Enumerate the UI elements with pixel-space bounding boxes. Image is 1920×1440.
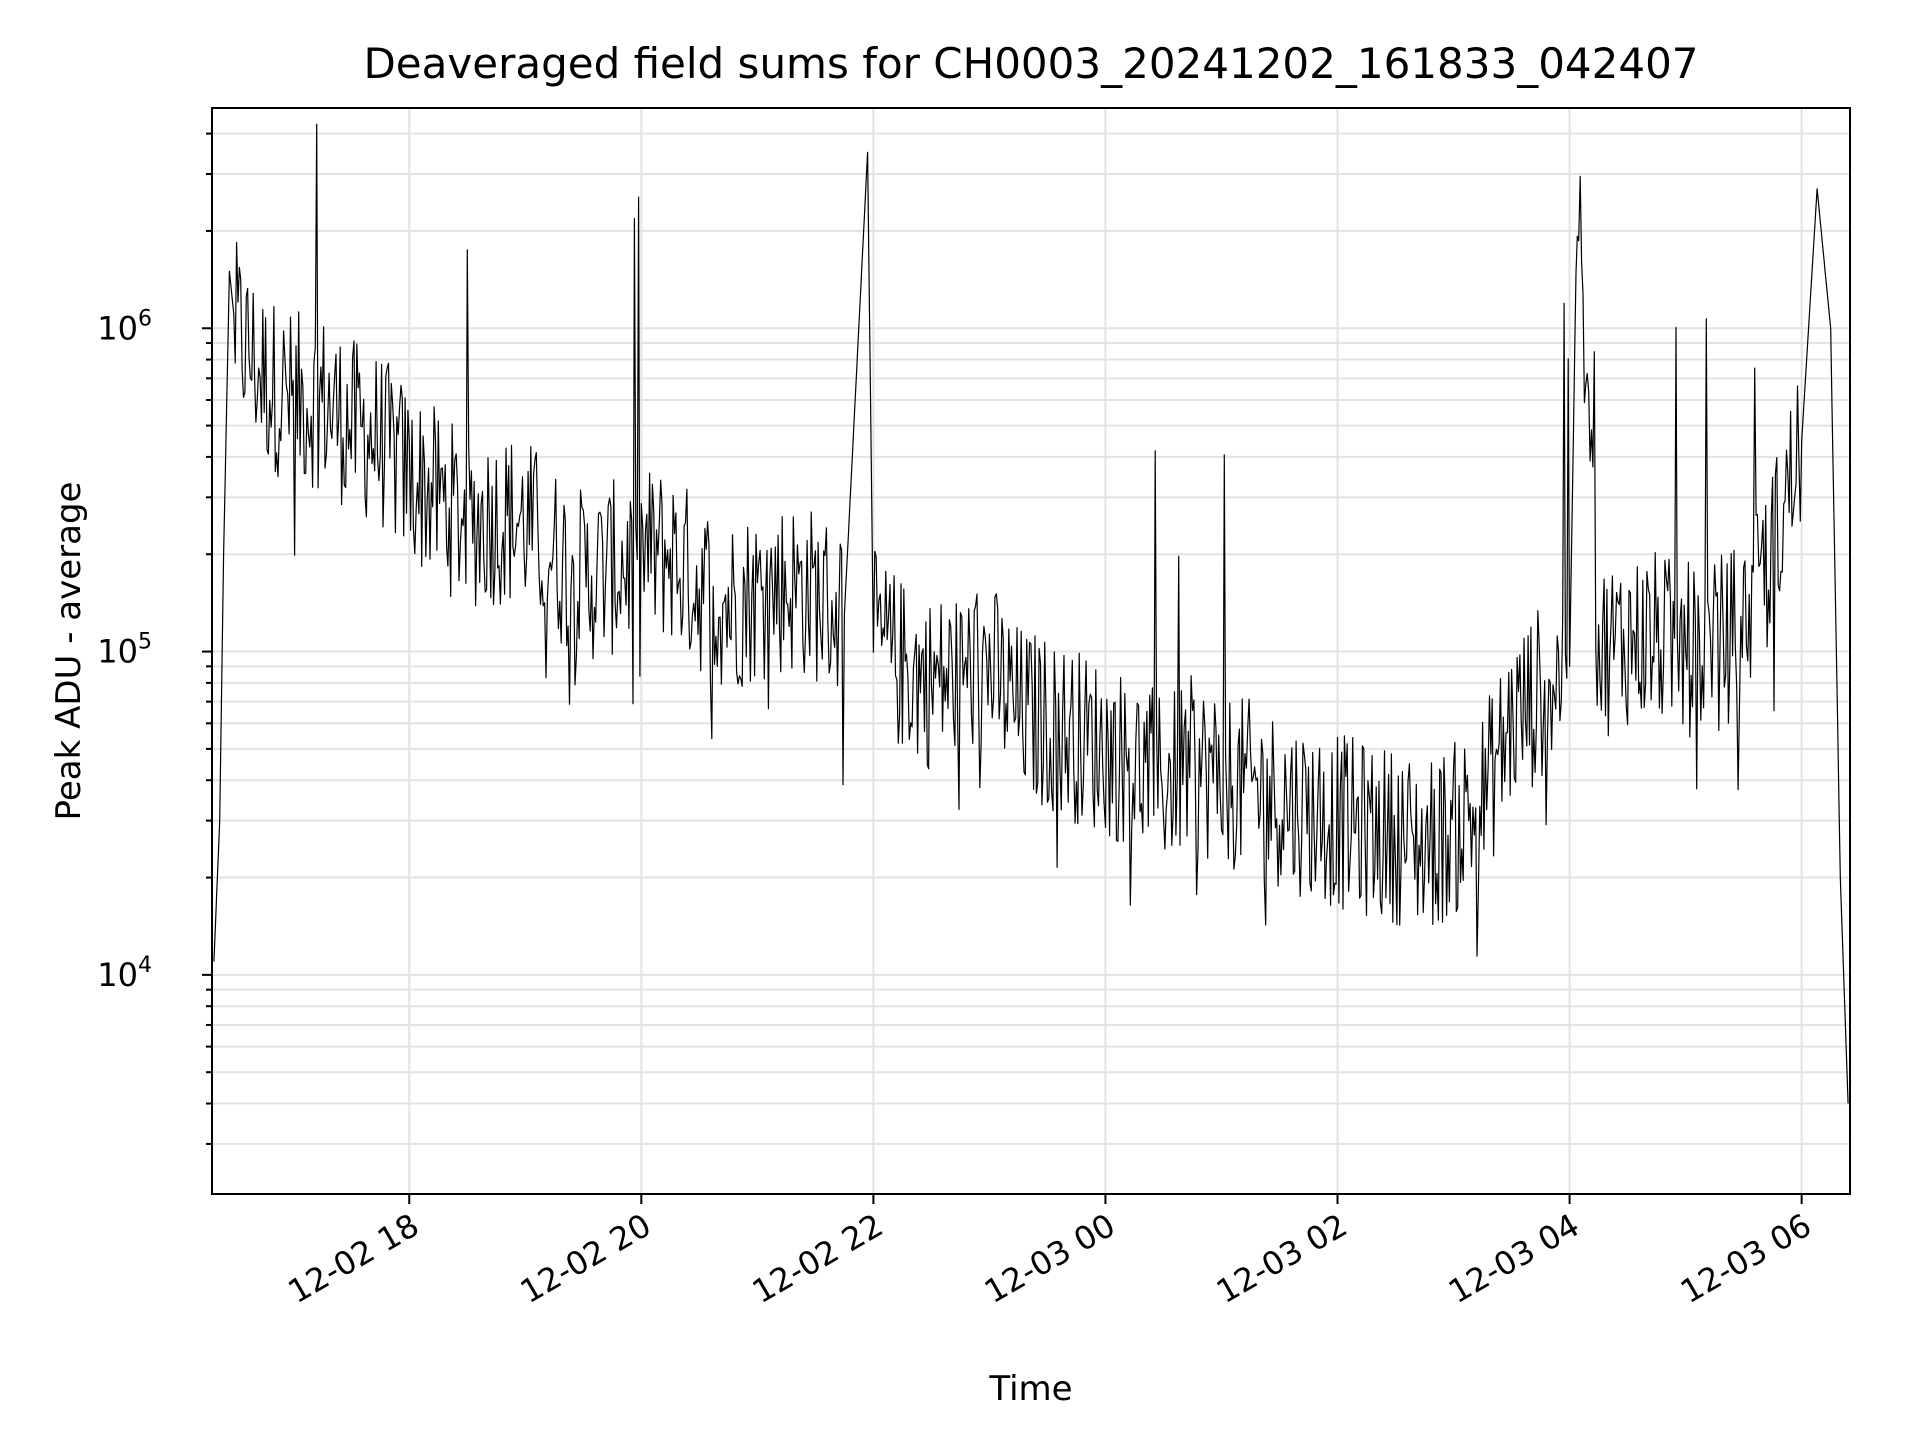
y-axis-label: Peak ADU - average bbox=[49, 482, 89, 821]
y-tick-label: 104 bbox=[97, 953, 152, 994]
y-tick-label: 106 bbox=[97, 306, 152, 347]
y-tick-exponent: 5 bbox=[138, 630, 152, 655]
y-tick-exponent: 4 bbox=[138, 953, 152, 978]
plot-area bbox=[213, 123, 1849, 1104]
y-tick-exponent: 6 bbox=[138, 306, 152, 331]
y-tick-base: 10 bbox=[97, 309, 138, 347]
series-line bbox=[213, 123, 1849, 1104]
y-tick-label: 105 bbox=[97, 630, 152, 671]
chart-title: Deaveraged field sums for CH0003_2024120… bbox=[363, 39, 1698, 88]
y-tick-base: 10 bbox=[97, 633, 138, 671]
grid bbox=[212, 108, 1850, 1194]
y-tick-base: 10 bbox=[97, 956, 138, 994]
x-axis-label: Time bbox=[988, 1369, 1072, 1409]
